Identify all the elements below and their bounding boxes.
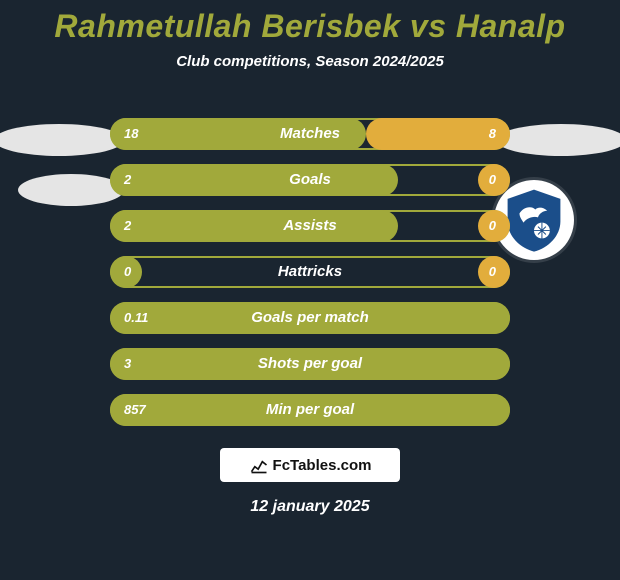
subtitle: Club competitions, Season 2024/2025 bbox=[0, 53, 620, 70]
stat-row-shots-per-goal: 3Shots per goal bbox=[110, 348, 510, 380]
page-title: Rahmetullah Berisbek vs Hanalp bbox=[0, 0, 620, 45]
fctables-label: FcTables.com bbox=[273, 457, 372, 474]
stat-label: Matches bbox=[110, 118, 510, 150]
stat-label: Min per goal bbox=[110, 394, 510, 426]
stat-label: Shots per goal bbox=[110, 348, 510, 380]
stat-label: Goals per match bbox=[110, 302, 510, 334]
comparison-rows: 188Matches 20Goals 20Assists 00Hattricks 0.1… bbox=[110, 118, 510, 440]
stat-row-goals: 20Goals bbox=[110, 164, 510, 196]
stat-label: Goals bbox=[110, 164, 510, 196]
stat-label: Hattricks bbox=[110, 256, 510, 288]
stat-row-hattricks: 00Hattricks bbox=[110, 256, 510, 288]
fctables-badge[interactable]: FcTables.com bbox=[220, 448, 400, 482]
player-silhouette-left-0 bbox=[0, 124, 124, 156]
generated-date: 12 january 2025 bbox=[0, 498, 620, 516]
stat-row-matches: 188Matches bbox=[110, 118, 510, 150]
club-crest-icon bbox=[501, 187, 567, 253]
stat-row-goals-per-match: 0.11Goals per match bbox=[110, 302, 510, 334]
stat-row-min-per-goal: 857Min per goal bbox=[110, 394, 510, 426]
stat-row-assists: 20Assists bbox=[110, 210, 510, 242]
chart-icon bbox=[249, 455, 269, 475]
stat-label: Assists bbox=[110, 210, 510, 242]
player-silhouette-right-0 bbox=[496, 124, 620, 156]
player-silhouette-left-1 bbox=[18, 174, 124, 206]
